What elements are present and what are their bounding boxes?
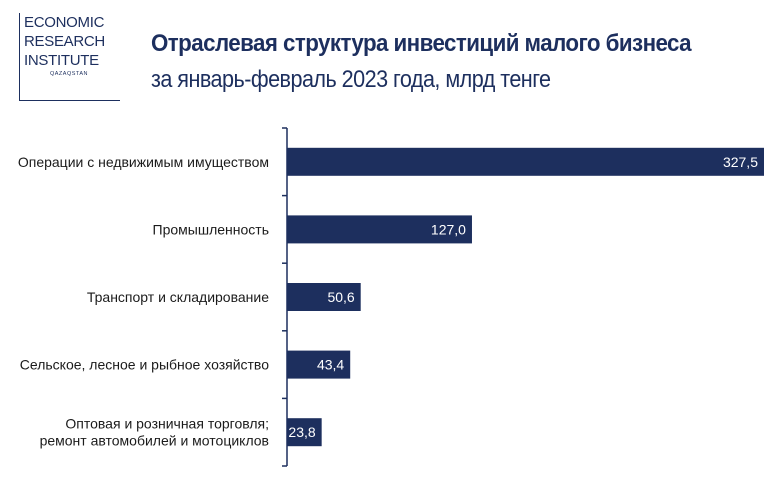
value-label: 23,8: [288, 424, 315, 440]
category-label: ремонт автомобилей и мотоциклов: [40, 433, 269, 449]
chart-title: Отраслевая структура инвестиций малого б…: [151, 30, 692, 57]
chart-subtitle: за январь-февраль 2023 года, млрд тенге: [151, 66, 551, 93]
value-label: 327,5: [723, 154, 758, 170]
category-label: Промышленность: [153, 221, 269, 237]
category-label: Транспорт и складирование: [87, 289, 269, 305]
bar: [287, 215, 472, 244]
logo-line-1: ECONOMIC: [24, 14, 105, 31]
value-label: 127,0: [431, 221, 466, 237]
logo-line-2: RESEARCH: [24, 33, 105, 50]
logo-subtitle: QAZAQSTAN: [49, 71, 88, 77]
value-label: 43,4: [317, 357, 344, 373]
logo: ECONOMIC RESEARCH INSTITUTE QAZAQSTAN: [19, 13, 120, 101]
category-label: Сельское, лесное и рыбное хозяйство: [20, 357, 269, 373]
value-label: 50,6: [327, 289, 354, 305]
category-label: Оптовая и розничная торговля;: [65, 416, 269, 432]
category-label: Операции с недвижимым имуществом: [18, 154, 269, 170]
bar: [287, 147, 764, 176]
bar: [287, 418, 322, 447]
logo-line-3: INSTITUTE: [24, 52, 99, 69]
bar: [287, 283, 361, 311]
bar: [287, 350, 351, 379]
